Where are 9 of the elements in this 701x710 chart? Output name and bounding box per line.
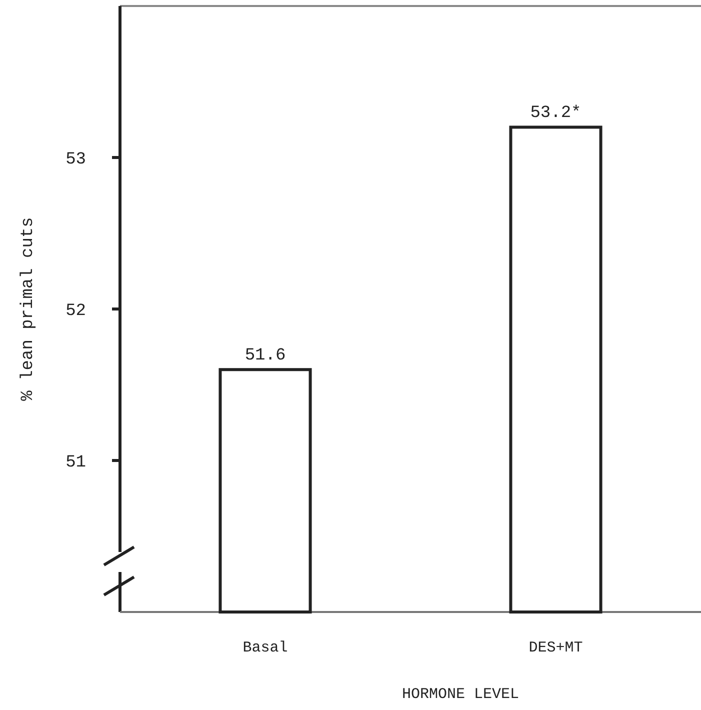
y-tick-label: 53 (66, 150, 86, 170)
data-label: 51.6 (244, 346, 286, 366)
data-label: 53.2* (530, 104, 582, 124)
y-tick-label: 52 (66, 302, 86, 321)
x-tick-label: Basal (242, 639, 288, 656)
x-tick-label: DES+MT (528, 639, 583, 656)
x-axis-title: HORMONE LEVEL (402, 686, 520, 703)
y-tick-label: 51 (66, 453, 86, 472)
y-axis-title: % lean primal cuts (19, 217, 38, 401)
